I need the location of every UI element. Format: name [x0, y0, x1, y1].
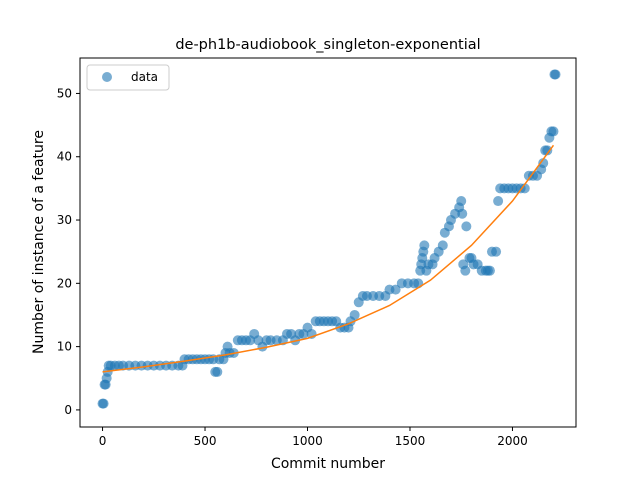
y-tick-label: 40 — [57, 150, 72, 164]
y-tick-label: 0 — [64, 403, 72, 417]
data-point — [460, 265, 471, 276]
data-point — [461, 221, 472, 232]
y-tick-label: 30 — [57, 213, 72, 227]
legend-label-data: data — [131, 70, 158, 84]
data-point — [419, 240, 430, 251]
data-point — [519, 183, 530, 194]
data-point — [390, 284, 401, 295]
legend-marker-data — [102, 72, 112, 82]
y-axis-ticks: 0 10 20 30 40 50 — [57, 86, 80, 417]
chart-title: de-ph1b-audiobook_singleton-exponential — [175, 37, 480, 53]
data-point — [413, 278, 424, 289]
data-point — [542, 145, 553, 156]
axes-frame — [79, 57, 577, 428]
data-point — [548, 126, 559, 137]
x-tick-label: 1000 — [292, 434, 323, 448]
plot-area — [79, 57, 577, 428]
x-tick-label: 1500 — [395, 434, 426, 448]
data-point — [349, 309, 360, 320]
fit-curve-layer — [102, 144, 555, 373]
data-point — [538, 158, 549, 169]
x-tick-label: 500 — [194, 434, 217, 448]
fit-curve — [102, 144, 555, 373]
legend-box — [86, 64, 170, 91]
data-point — [98, 398, 109, 409]
data-point — [484, 265, 495, 276]
x-axis-ticks: 0 500 1000 1500 2000 — [99, 427, 528, 448]
data-point — [457, 208, 468, 219]
y-tick-label: 50 — [57, 86, 72, 100]
x-tick-label: 2000 — [497, 434, 528, 448]
x-axis-label: Commit number — [271, 456, 385, 472]
data-point — [212, 366, 223, 377]
legend: data — [86, 64, 170, 91]
data-point — [456, 196, 467, 207]
data-point — [491, 246, 502, 257]
y-tick-label: 10 — [57, 340, 72, 354]
data-point — [437, 240, 448, 251]
y-tick-label: 20 — [57, 276, 72, 290]
data-point — [550, 69, 561, 80]
data-point — [493, 196, 504, 207]
y-axis-label: Number of instance of a feature — [31, 130, 47, 354]
x-tick-label: 0 — [99, 434, 107, 448]
